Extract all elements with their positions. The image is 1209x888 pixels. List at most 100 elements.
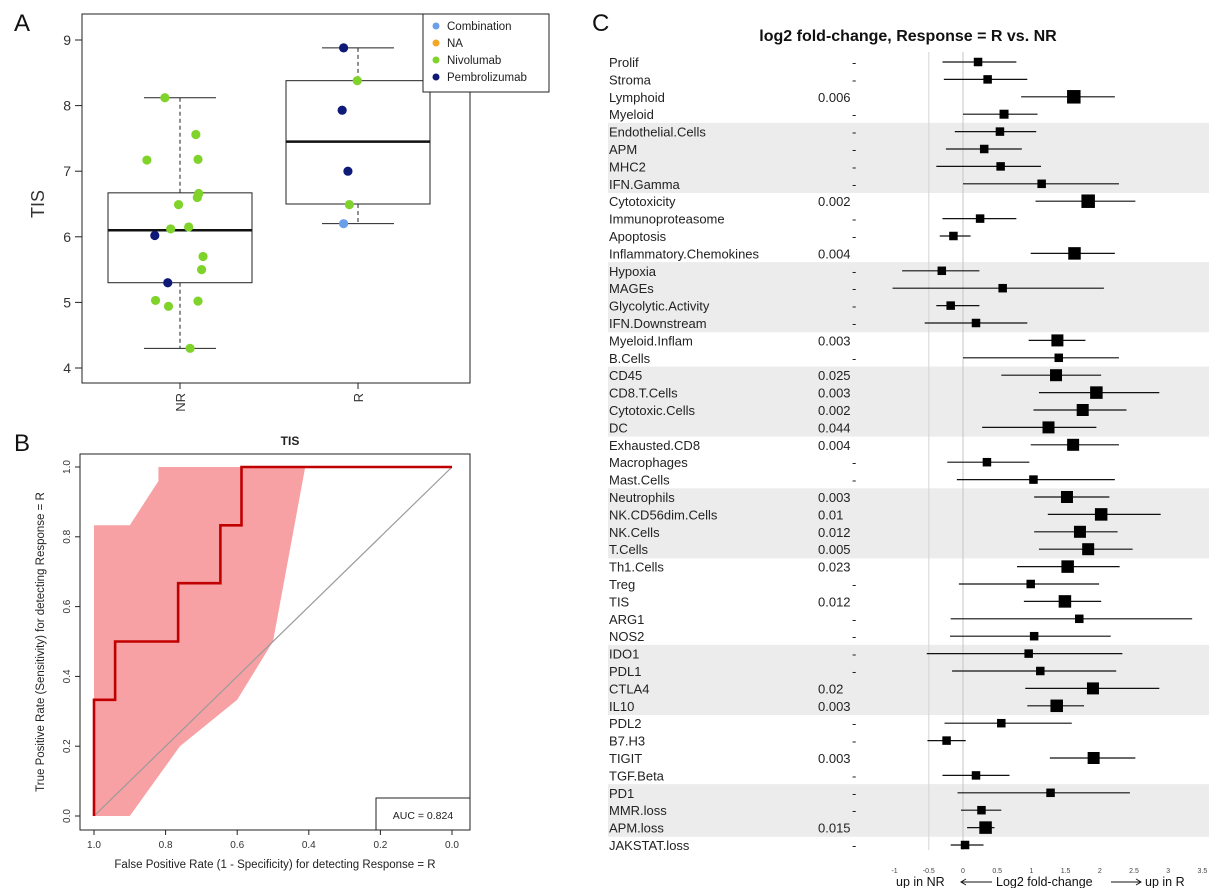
row-shading (608, 523, 1209, 541)
row-label: PD1 (609, 786, 634, 801)
row-shading (608, 784, 1209, 802)
row-label: Mast.Cells (609, 473, 670, 488)
point-estimate (1029, 631, 1039, 641)
x-axis-label-left: up in NR (896, 875, 945, 888)
row-shading (608, 418, 1209, 437)
y-axis-label: TIS (28, 190, 48, 218)
row-label: CD8.T.Cells (609, 386, 678, 401)
x-tick-label: 2.5 (1129, 868, 1139, 875)
reference-diagonal (93, 466, 453, 817)
point-estimate (1024, 649, 1033, 658)
legend-entry: NA (447, 38, 463, 50)
y-tick-label: 0.6 (62, 599, 73, 613)
data-point (337, 105, 347, 115)
row-pvalue: - (852, 229, 856, 244)
row-label: Treg (609, 577, 635, 592)
data-point (339, 43, 349, 53)
point-estimate (1090, 386, 1103, 399)
legend-marker (432, 73, 440, 81)
row-pvalue: - (852, 281, 856, 296)
x-tick-label: R (351, 393, 366, 402)
x-tick-label: -1 (891, 868, 897, 875)
point-estimate (1060, 491, 1073, 503)
data-point (344, 200, 354, 210)
data-point (173, 200, 184, 210)
x-tick-label: 0.8 (159, 840, 173, 851)
row-label: Endothelial.Cells (609, 125, 706, 140)
roc-curve (92, 465, 452, 816)
row-label: IFN.Gamma (609, 177, 681, 192)
row-label: Hypoxia (609, 264, 657, 279)
row-shading (608, 366, 1209, 385)
point-estimate (982, 457, 992, 467)
row-label: Th1.Cells (609, 560, 664, 575)
point-estimate (937, 266, 947, 276)
row-label: Exhausted.CD8 (609, 438, 700, 453)
row-label: APM (609, 142, 637, 157)
x-tick-label: -0.5 (923, 868, 935, 875)
row-shading (608, 505, 1209, 524)
data-point (193, 154, 203, 164)
x-tick-label: 0.5 (992, 868, 1002, 875)
row-shading (608, 488, 1209, 507)
row-label: Lymphoid (609, 90, 665, 105)
row-pvalue: - (852, 316, 856, 331)
data-point (163, 278, 173, 288)
row-pvalue: 0.003 (818, 751, 851, 766)
row-pvalue: 0.003 (818, 699, 851, 714)
row-label: TGF.Beta (609, 768, 665, 783)
row-pvalue: - (852, 473, 856, 488)
point-estimate (942, 736, 951, 745)
roc-chart: TIS 1.0 0.8 0.6 0.4 0.2 0.0 0.0 0.2 0.4 0.6 0.8 1.0 F… (35, 434, 471, 871)
point-estimate (973, 57, 983, 67)
x-tick-label: 3 (1166, 868, 1170, 875)
row-label: Myeloid (609, 107, 654, 122)
point-estimate (1050, 369, 1063, 382)
row-pvalue: 0.044 (818, 420, 851, 435)
point-estimate (946, 301, 955, 310)
legend-entry: Combination (447, 21, 512, 33)
row-label: Inflammatory.Chemokines (609, 246, 760, 261)
row-pvalue: - (852, 577, 856, 592)
point-estimate (1073, 525, 1086, 538)
row-label: NK.Cells (609, 525, 660, 540)
row-label: Macrophages (609, 455, 688, 470)
row-label: B.Cells (609, 351, 651, 366)
row-pvalue: - (852, 125, 856, 140)
row-shading (608, 140, 1209, 159)
row-shading (608, 175, 1209, 193)
row-label: TIS (609, 594, 630, 609)
chart-title: TIS (281, 434, 300, 448)
legend-box (422, 13, 550, 93)
point-estimate (1026, 579, 1035, 589)
data-point (163, 301, 174, 311)
point-estimate (1094, 508, 1108, 521)
row-pvalue: - (852, 299, 856, 314)
row-pvalue: - (852, 177, 856, 192)
point-estimate (1086, 682, 1099, 695)
point-estimate (1036, 666, 1045, 676)
point-estimate (1067, 438, 1080, 451)
row-shading (608, 818, 1209, 837)
data-point (185, 343, 195, 353)
data-point (343, 166, 353, 176)
y-tick-label: 0.4 (62, 669, 73, 683)
row-pvalue: - (852, 212, 856, 227)
row-label: Cytotoxic.Cells (609, 403, 695, 418)
panel-label-b: B (14, 430, 31, 457)
row-pvalue: - (852, 159, 856, 174)
y-tick-label: 0.2 (62, 739, 73, 753)
row-label: Neutrophils (609, 490, 675, 505)
row-pvalue: - (852, 351, 856, 366)
point-estimate (1087, 752, 1100, 764)
y-tick-label: 9 (63, 32, 71, 48)
x-axis-label-center: Log2 fold-change (996, 875, 1093, 888)
point-estimate (979, 821, 992, 834)
row-label: TIGIT (609, 751, 642, 766)
row-label: Cytotoxicity (609, 194, 676, 209)
chart-title: log2 fold-change, Response = R vs. NR (759, 28, 1057, 45)
point-estimate (949, 231, 958, 241)
panel-label-a: A (14, 10, 31, 37)
y-tick-label: 8 (63, 98, 71, 114)
row-pvalue: - (852, 786, 856, 801)
